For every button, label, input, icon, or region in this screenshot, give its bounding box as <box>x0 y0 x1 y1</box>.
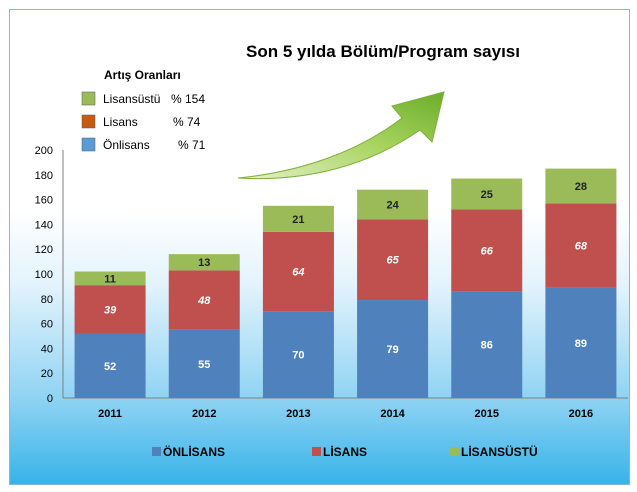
growth-rates-box: Artış Oranları Lisansüstü % 154 Lisans %… <box>81 68 206 152</box>
trend-up-arrow-icon <box>237 91 445 180</box>
data-label: 79 <box>386 344 398 356</box>
bar-li̇sans-2013 <box>262 231 334 312</box>
bars: 52 39 11 55 48 13 70 64 21 79 65 24 86 66 25 89 68 28 <box>74 168 617 398</box>
y-tick-label: 60 <box>41 319 53 331</box>
legend: ÖNLİSANS LİSANS LİSANSÜSTÜ <box>152 444 538 459</box>
bar-li̇sansüstü-2015 <box>451 178 523 210</box>
bar-li̇sansüstü-2013 <box>262 205 334 232</box>
data-label: 65 <box>386 255 399 267</box>
data-label: 25 <box>481 189 493 201</box>
y-tick-label: 0 <box>47 393 53 405</box>
data-label: 39 <box>104 304 117 316</box>
data-label: 28 <box>575 181 587 193</box>
bar-li̇sans-2012 <box>168 270 240 330</box>
y-tick-label: 200 <box>35 145 53 157</box>
x-tick-label: 2015 <box>475 408 499 420</box>
x-tick-label: 2014 <box>380 408 405 420</box>
data-label: 55 <box>198 359 210 371</box>
bar-li̇sansüstü-2016 <box>545 168 617 204</box>
growth-swatch-onlisans <box>81 137 96 152</box>
data-label: 64 <box>292 267 304 279</box>
bar-li̇sansüstü-2014 <box>357 189 429 220</box>
legend-label: LİSANS <box>323 444 367 459</box>
legend-label: ÖNLİSANS <box>163 444 225 459</box>
data-label: 86 <box>481 340 493 352</box>
data-label: 21 <box>292 214 304 226</box>
data-label: 66 <box>481 245 494 257</box>
y-tick-label: 160 <box>35 195 53 207</box>
bar-önli̇sans-2012 <box>168 329 240 398</box>
y-tick-label: 120 <box>35 244 53 256</box>
bar-önli̇sans-2016 <box>545 287 617 398</box>
growth-value-lisans: % 74 <box>173 115 201 129</box>
growth-label-lisansustu: Lisansüstü <box>103 92 160 106</box>
bar-li̇sansüstü-2012 <box>168 254 240 271</box>
bar-önli̇sans-2015 <box>451 291 523 398</box>
growth-value-lisansustu: % 154 <box>171 92 205 106</box>
growth-label-onlisans: Önlisans <box>103 138 150 152</box>
bar-li̇sansüstü-2011 <box>74 271 146 286</box>
x-tick-label: 2016 <box>569 408 593 420</box>
growth-value-onlisans: % 71 <box>178 138 206 152</box>
chart-title: Son 5 yılda Bölüm/Program sayısı <box>246 42 520 61</box>
x-tick-label: 2011 <box>98 408 122 420</box>
data-label: 89 <box>575 338 587 350</box>
y-tick-label: 40 <box>41 343 53 355</box>
x-tick-label: 2012 <box>192 408 216 420</box>
y-tick-label: 180 <box>35 170 53 182</box>
data-label: 48 <box>197 295 211 307</box>
legend-swatch <box>152 447 161 456</box>
bar-li̇sans-2015 <box>451 209 523 292</box>
bar-önli̇sans-2013 <box>262 311 334 398</box>
y-tick-label: 140 <box>35 219 53 231</box>
bar-li̇sans-2014 <box>357 219 429 301</box>
y-tick-label: 80 <box>41 294 53 306</box>
legend-swatch <box>450 447 459 456</box>
growth-rates-title: Artış Oranları <box>104 68 181 82</box>
y-tick-label: 20 <box>41 368 53 380</box>
legend-label: LİSANSÜSTÜ <box>461 444 538 459</box>
data-label: 68 <box>575 240 588 252</box>
growth-swatch-lisans <box>81 114 96 129</box>
bar-önli̇sans-2011 <box>74 333 146 398</box>
bar-önli̇sans-2014 <box>357 300 429 398</box>
y-tick-label: 100 <box>35 269 53 281</box>
legend-swatch <box>312 447 321 456</box>
data-label: 52 <box>104 361 116 373</box>
bar-li̇sans-2016 <box>545 203 617 288</box>
bar-li̇sans-2011 <box>74 285 146 334</box>
data-label: 13 <box>198 257 210 269</box>
x-axis-ticks: 2011 2012 2013 2014 2015 2016 <box>98 408 593 420</box>
data-label: 24 <box>386 200 399 212</box>
y-axis-ticks: 0 20 40 60 80 100 120 140 160 180 200 <box>35 145 53 405</box>
data-label: 70 <box>292 350 304 362</box>
growth-label-lisans: Lisans <box>103 115 138 129</box>
growth-swatch-lisansustu <box>81 91 96 106</box>
data-label: 11 <box>104 273 116 285</box>
x-tick-label: 2013 <box>286 408 310 420</box>
